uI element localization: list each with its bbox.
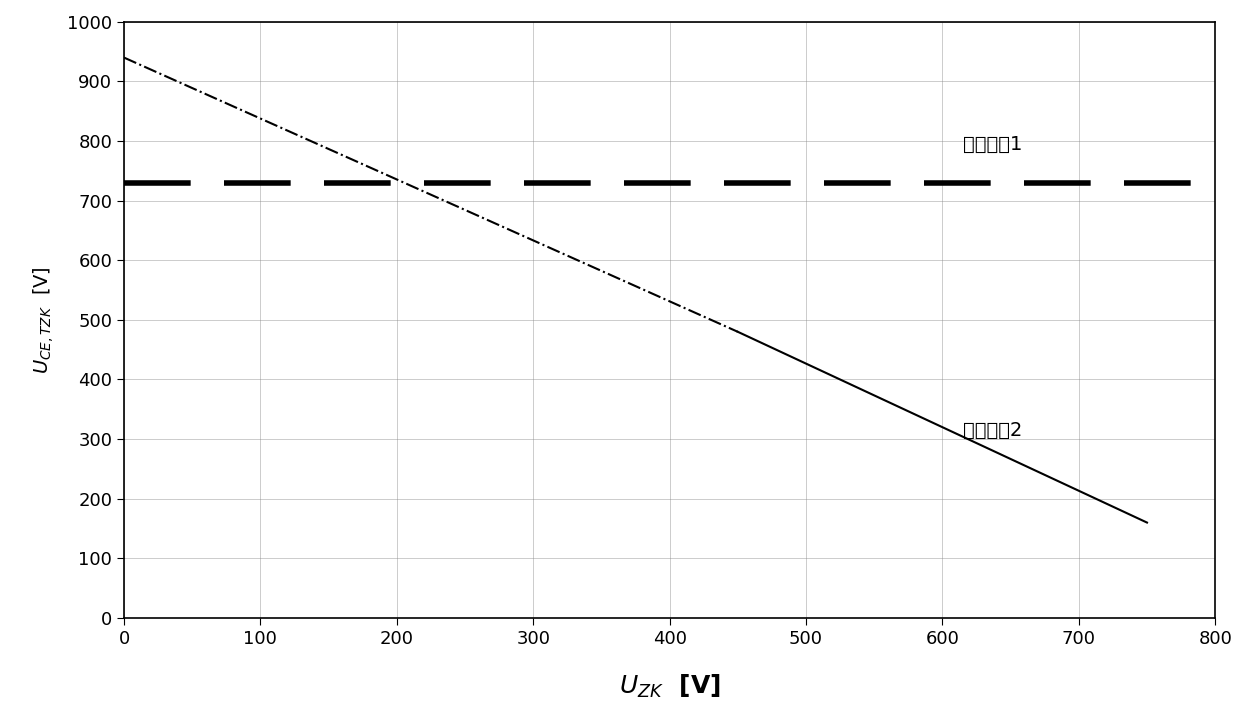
Text: 续流路径1: 续流路径1 bbox=[962, 134, 1022, 153]
X-axis label: $U_{ZK}$  [V]: $U_{ZK}$ [V] bbox=[619, 672, 720, 700]
Y-axis label: $U_{CE,TZK}$  [V]: $U_{CE,TZK}$ [V] bbox=[31, 266, 56, 374]
Text: 续流路径2: 续流路径2 bbox=[962, 421, 1022, 440]
